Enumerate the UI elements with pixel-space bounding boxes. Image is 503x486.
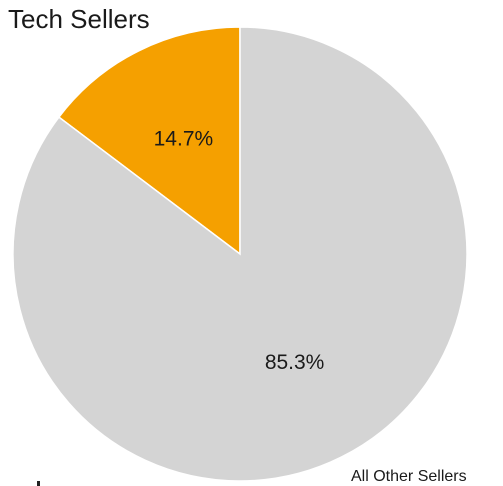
chart-title: Tech Sellers bbox=[8, 4, 150, 34]
pie-labels-group: 14.7% 85.3% bbox=[154, 128, 325, 375]
pie-slice-2 bbox=[12, 26, 468, 482]
pie-slice-1-percent-label: 14.7% bbox=[154, 128, 214, 151]
pie-slice-2-percent-label: 85.3% bbox=[265, 351, 325, 374]
pie-slice-1 bbox=[57, 26, 241, 256]
corner-tick-mark bbox=[37, 481, 40, 486]
other-sellers-label: All Other Sellers bbox=[351, 468, 467, 485]
pie-slices-group bbox=[12, 26, 468, 482]
